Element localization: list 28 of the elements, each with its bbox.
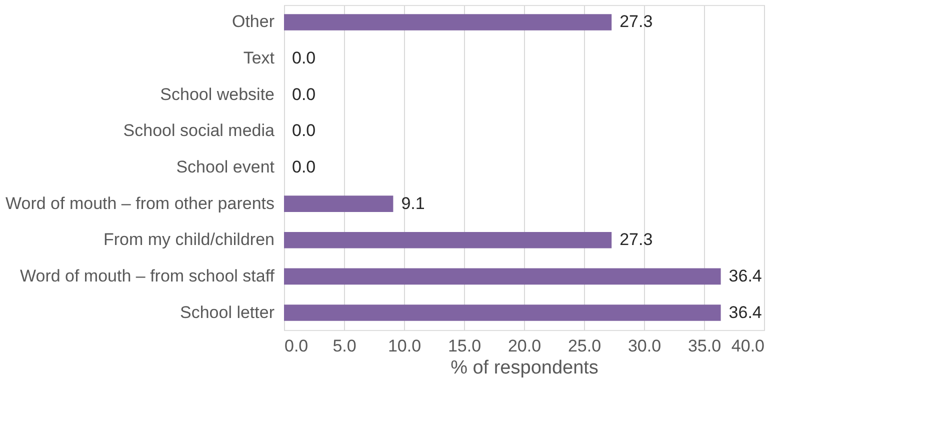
y-tick-label: School website [160,84,274,104]
x-tick-label: 30.0 [628,336,662,356]
data-label: 27.3 [620,230,653,250]
data-label: 36.4 [728,302,762,322]
data-label: 27.3 [620,12,653,32]
data-label: 0.0 [292,121,316,140]
data-label: 0.0 [292,158,316,176]
y-tick-label: Word of mouth – from other parents [6,194,274,213]
x-tick-label: 15.0 [448,336,482,356]
y-tick-label: Text [243,48,275,68]
x-tick-label: 35.0 [688,336,722,356]
data-label: 0.0 [292,84,316,104]
y-tick-label: School letter [180,302,275,322]
x-tick-label: 20.0 [508,336,542,356]
y-tick-label: Other [232,12,275,32]
y-tick-label: Word of mouth – from school staff [20,266,275,286]
data-label: 0.0 [292,48,316,68]
x-tick-label: 25.0 [568,336,602,356]
x-tick-label: 40.0 [731,336,764,356]
x-tick-label: 10.0 [388,336,422,356]
data-label: 36.4 [728,266,762,286]
y-tick-label: From my child/children [104,230,274,250]
y-tick-label: School social media [123,121,276,140]
y-tick-label: School event [176,158,275,176]
x-tick-label: 0.0 [284,336,308,356]
data-label: 9.1 [401,194,425,213]
x-tick-label: 5.0 [332,336,356,356]
x-axis-title: % of respondents [450,358,598,378]
